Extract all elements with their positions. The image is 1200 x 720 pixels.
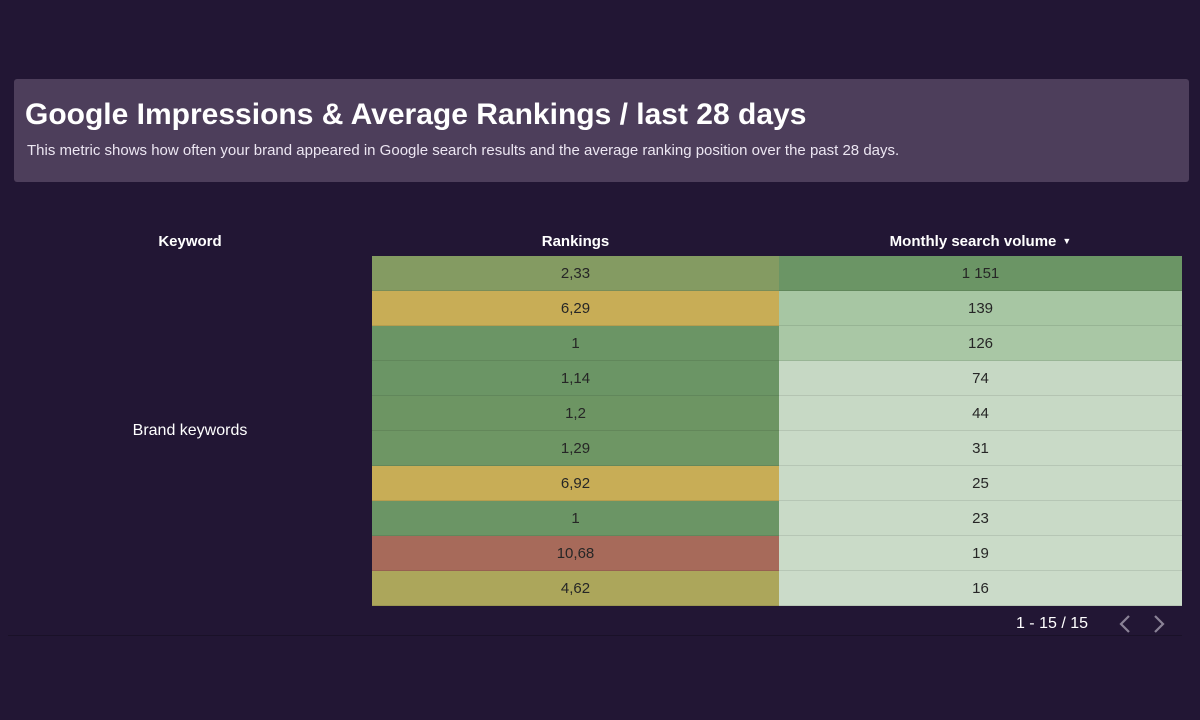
chevron-right-icon[interactable] [1148, 613, 1170, 635]
table-row: 10,68 19 [372, 536, 1182, 571]
table-row: 4,62 16 [372, 571, 1182, 606]
ranking-cell: 1,2 [372, 396, 779, 431]
page-subtitle: This metric shows how often your brand a… [27, 142, 900, 159]
table-row: 1,29 31 [372, 431, 1182, 466]
search-volume-cell: 23 [779, 501, 1182, 536]
keyword-group-cell: Brand keywords [8, 256, 372, 606]
keyword-group-label: Brand keywords [132, 422, 248, 439]
column-header-keyword[interactable]: Keyword [158, 233, 222, 250]
search-volume-cell: 126 [779, 326, 1182, 361]
ranking-cell: 1 [372, 501, 779, 536]
rankings-table: Keyword Rankings Monthly search volume ▼ … [8, 228, 1182, 636]
ranking-cell: 10,68 [372, 536, 779, 571]
search-volume-cell: 1 151 [779, 256, 1182, 291]
ranking-cell: 6,29 [372, 291, 779, 326]
ranking-cell: 2,33 [372, 256, 779, 291]
search-volume-cell: 44 [779, 396, 1182, 431]
ranking-cell: 1 [372, 326, 779, 361]
search-volume-cell: 25 [779, 466, 1182, 501]
sort-descending-icon[interactable]: ▼ [1062, 236, 1072, 246]
search-volume-cell: 31 [779, 431, 1182, 466]
ranking-cell: 1,14 [372, 361, 779, 396]
table-row: 1 126 [372, 326, 1182, 361]
search-volume-cell: 74 [779, 361, 1182, 396]
chevron-left-icon[interactable] [1114, 613, 1136, 635]
pagination: 1 - 15 / 15 [882, 606, 1182, 642]
table-row: 2,33 1 151 [372, 256, 1182, 291]
header-card: Google Impressions & Average Rankings / … [14, 79, 1189, 182]
search-volume-cell: 16 [779, 571, 1182, 606]
column-header-label: Monthly search volume [889, 233, 1057, 250]
pagination-range: 1 - 15 / 15 [1015, 615, 1088, 632]
table-body: 2,33 1 151 6,29 139 1 126 1,14 74 1,2 44 1,29 31 6,9… [372, 256, 1182, 606]
table-row: 6,29 139 [372, 291, 1182, 326]
column-header-monthly-search-volume[interactable]: Monthly search volume ▼ [779, 228, 1182, 255]
page-title: Google Impressions & Average Rankings / … [25, 98, 807, 131]
table-row: 1,14 74 [372, 361, 1182, 396]
ranking-cell: 1,29 [372, 431, 779, 466]
ranking-cell: 6,92 [372, 466, 779, 501]
table-row: 6,92 25 [372, 466, 1182, 501]
search-volume-cell: 19 [779, 536, 1182, 571]
column-header-rankings[interactable]: Rankings [541, 233, 610, 250]
search-volume-cell: 139 [779, 291, 1182, 326]
table-row: 1 23 [372, 501, 1182, 536]
table-row: 1,2 44 [372, 396, 1182, 431]
ranking-cell: 4,62 [372, 571, 779, 606]
